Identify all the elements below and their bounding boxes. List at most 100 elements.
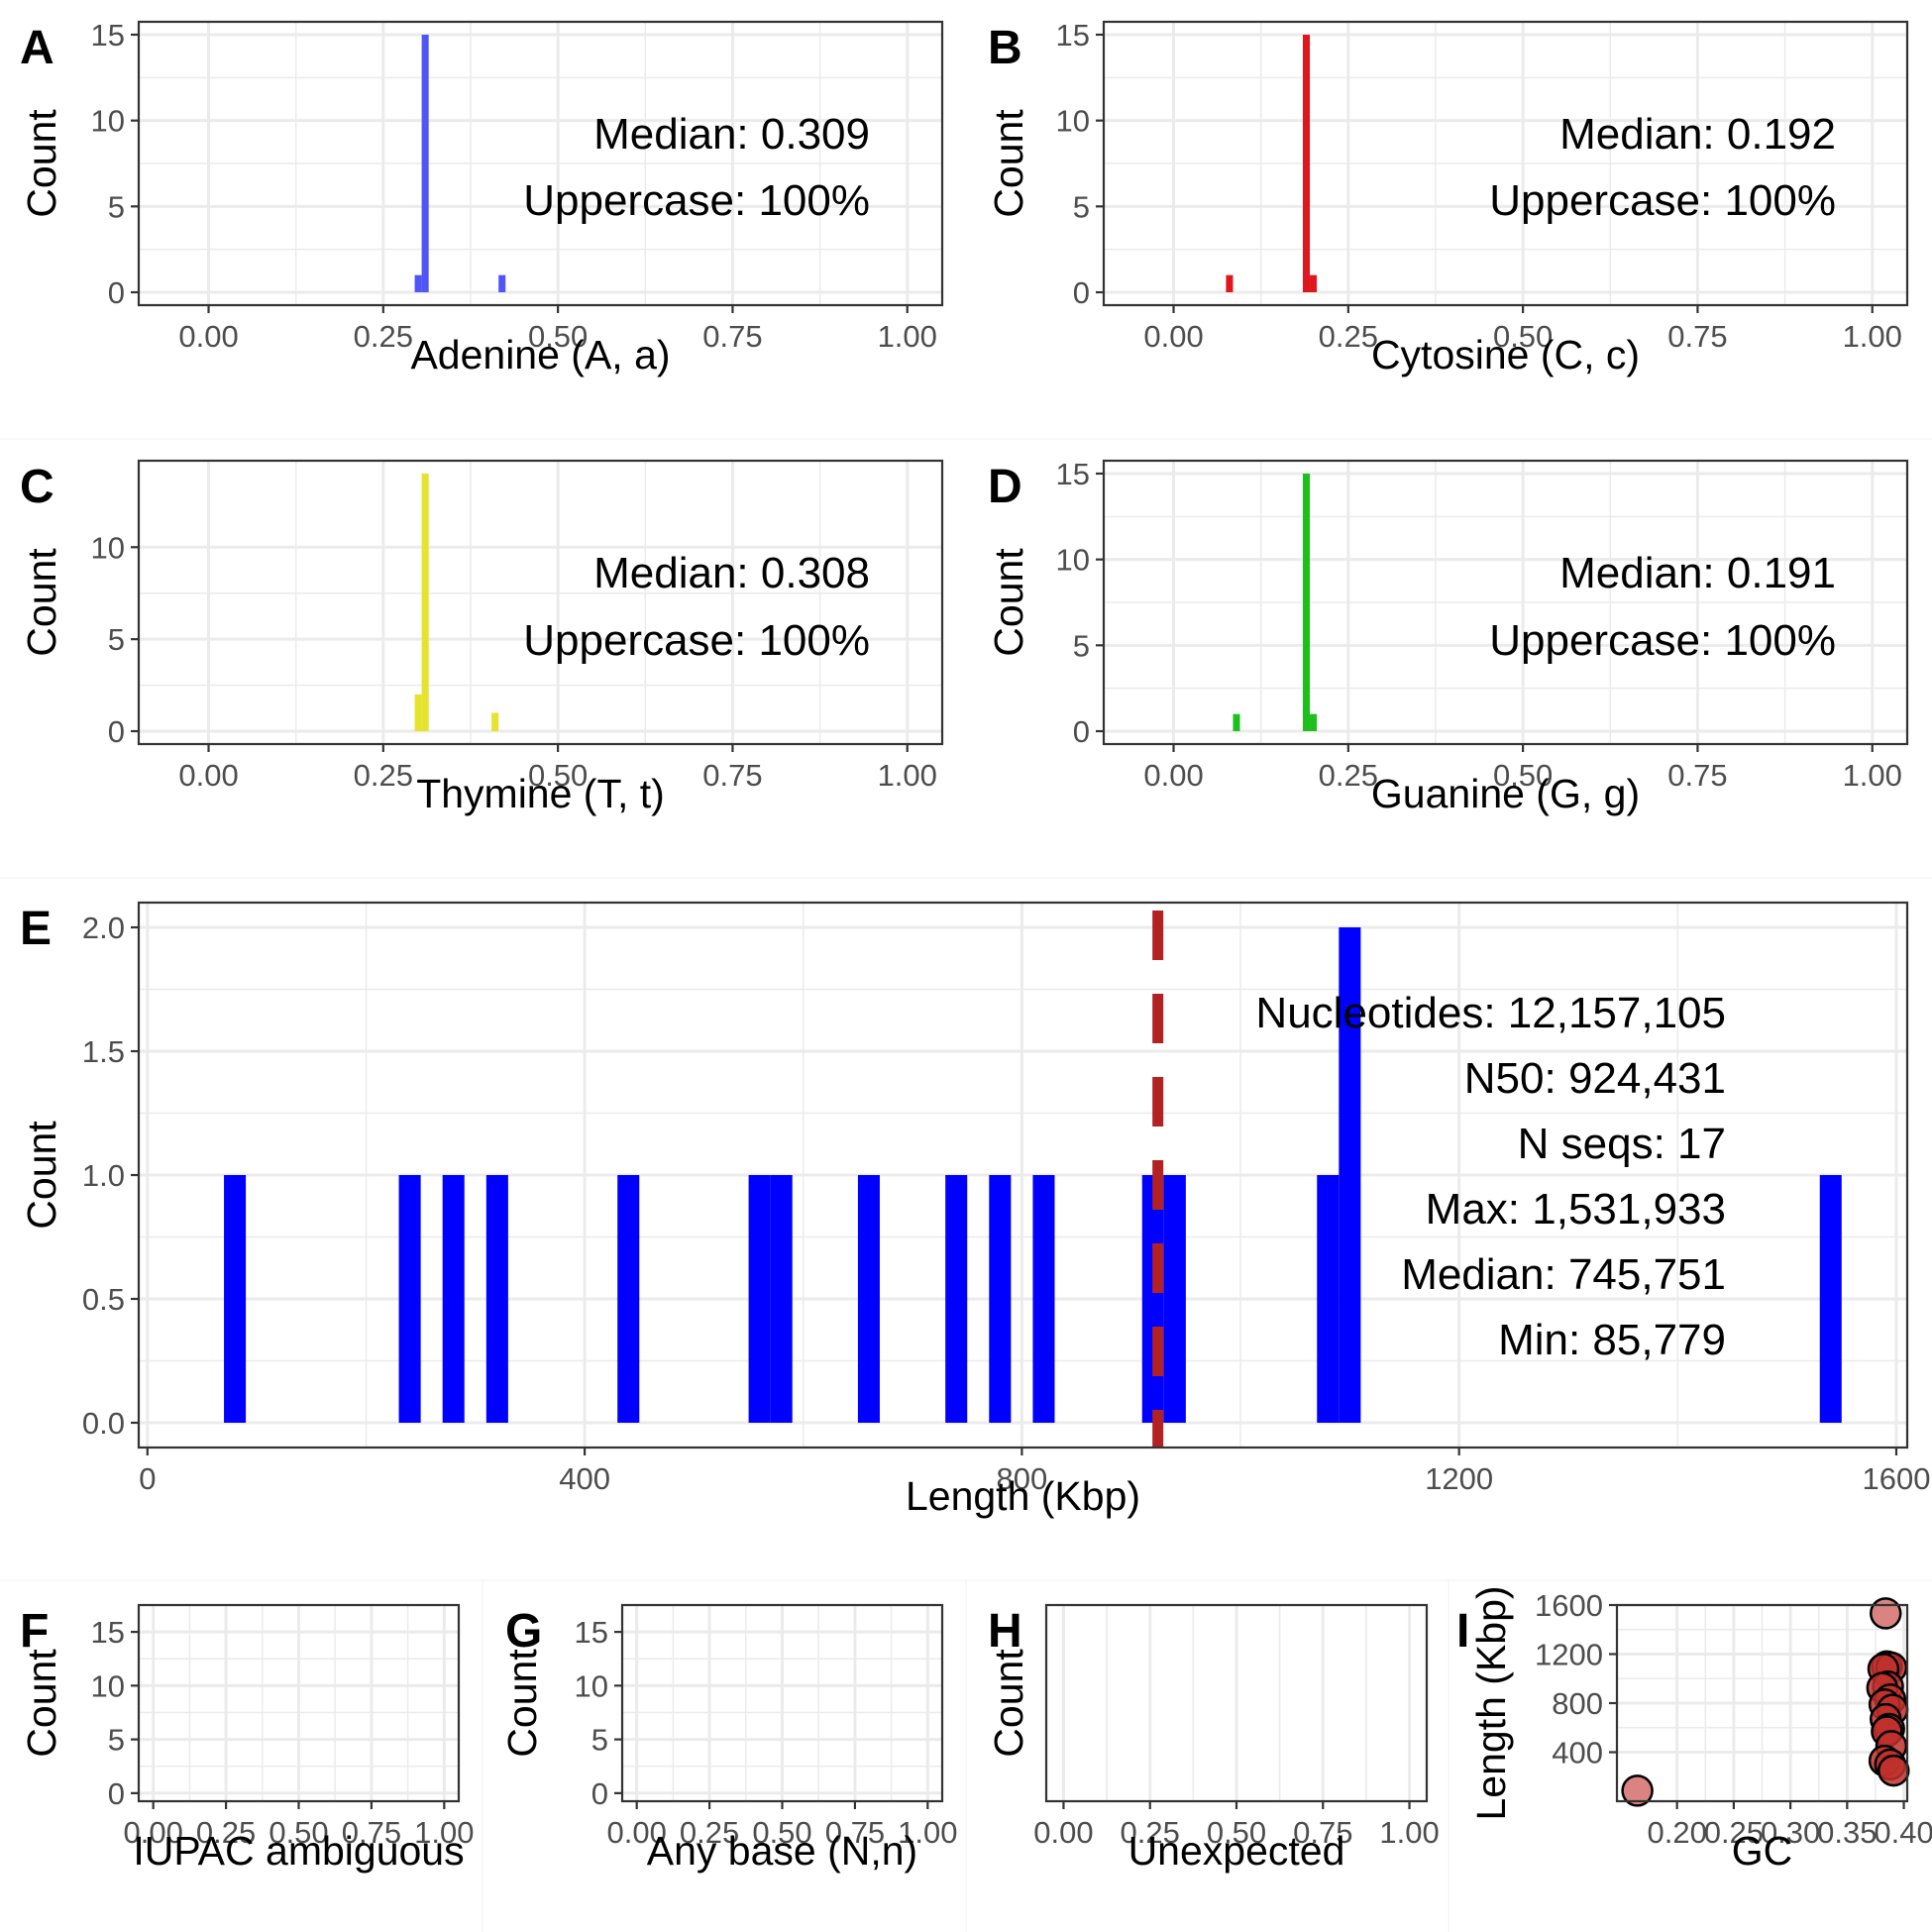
histogram-bar — [617, 1175, 640, 1423]
x-tick-label: 0.75 — [702, 758, 762, 793]
y-tick-label: 5 — [108, 1723, 125, 1758]
annotation-text: Uppercase: 100% — [1489, 176, 1836, 225]
panel-label: A — [20, 22, 54, 74]
y-tick-label: 5 — [1073, 628, 1090, 663]
x-tick-label: 0.25 — [1121, 1815, 1180, 1850]
annotation-text: Median: 0.308 — [593, 549, 870, 597]
gc-length-point — [1870, 1597, 1902, 1630]
y-tick-label: 0.0 — [82, 1406, 125, 1441]
y-axis-title: Length (Kbp) — [1468, 1585, 1514, 1820]
x-axis-title: Guanine (G, g) — [1371, 771, 1640, 816]
x-tick-label: 0.50 — [1493, 758, 1553, 793]
x-axis-title: Cytosine (C, c) — [1371, 332, 1640, 377]
histogram-bar — [491, 712, 499, 731]
panel-c: Median: 0.308 Uppercase: 100% 0.00 0.25 0.50… — [19, 459, 944, 816]
y-axis-title: Count — [19, 548, 64, 657]
panel-g: 0.00 0.25 0.50 0.75 1.00 0 5 10 15 Any base (N,n)… — [499, 1603, 957, 1874]
x-tick-label: 0.00 — [607, 1815, 667, 1850]
annotation-text: Median: 0.192 — [1559, 110, 1836, 159]
y-tick-label: 15 — [91, 1615, 125, 1650]
x-tick-label: 0.35 — [1817, 1815, 1877, 1850]
panel-d: Median: 0.191 Uppercase: 100% 0.00 0.25 0.50… — [986, 457, 1909, 816]
panel-f: 0.00 0.25 0.50 0.75 1.00 0 5 10 15 IUPAC ambiguou… — [19, 1603, 474, 1874]
x-tick-label: 0.50 — [528, 319, 588, 354]
panel-i: 0.200.250.300.350.40 400 800 1200 1600 GC Leng… — [1456, 1585, 1932, 1874]
x-tick-label: 1.00 — [1379, 1815, 1439, 1850]
histogram-bar — [1339, 927, 1361, 1423]
annotation-text: Max: 1,531,933 — [1426, 1185, 1726, 1234]
y-tick-label: 0 — [1073, 275, 1090, 310]
x-tick-label: 0.75 — [1667, 319, 1727, 354]
y-tick-label: 1.0 — [82, 1158, 125, 1193]
x-tick-label: 0.75 — [825, 1815, 885, 1850]
gc-length-point — [1621, 1774, 1654, 1807]
histogram-bar — [770, 1175, 793, 1423]
annotation-text: Uppercase: 100% — [1489, 616, 1836, 665]
annotation-text: Nucleotides: 12,157,105 — [1255, 989, 1726, 1037]
histogram-bar — [421, 35, 429, 292]
y-tick-label: 0 — [591, 1776, 608, 1811]
annotation-text: Uppercase: 100% — [523, 616, 870, 665]
histogram-bar — [989, 1175, 1012, 1423]
y-tick-label: 5 — [591, 1723, 608, 1758]
histogram-bar — [442, 1175, 465, 1423]
panel-border — [137, 20, 944, 307]
x-tick-label: 0.40 — [1874, 1815, 1932, 1850]
histogram-bar — [1163, 1175, 1186, 1423]
histogram-bar — [1226, 274, 1234, 292]
y-tick-label: 800 — [1552, 1686, 1603, 1721]
panel-e: Nucleotides: 12,157,105 N50: 924,431 N seq… — [19, 901, 1930, 1519]
panel-label: C — [20, 461, 54, 513]
x-tick-label: 0.00 — [178, 319, 238, 354]
y-axis-title: Count — [19, 109, 64, 218]
histogram-bar — [1302, 474, 1311, 731]
panel-label: E — [20, 903, 52, 955]
plot-background — [139, 461, 942, 744]
x-tick-label: 400 — [559, 1461, 610, 1496]
x-tick-label: 0.00 — [1033, 1815, 1093, 1850]
gc-length-point — [1878, 1754, 1910, 1787]
histogram-bar — [945, 1175, 968, 1423]
x-axis-title: Length (Kbp) — [906, 1473, 1140, 1519]
histogram-bar — [1310, 713, 1318, 731]
y-axis-title: Count — [499, 1649, 545, 1758]
y-tick-label: 10 — [1056, 104, 1090, 139]
x-axis-title: Thymine (T, t) — [416, 771, 665, 816]
x-tick-label: 0 — [139, 1461, 156, 1496]
y-tick-label: 0 — [108, 714, 125, 749]
histogram-bar — [414, 274, 422, 292]
x-tick-label: 0.50 — [752, 1815, 811, 1850]
y-tick-label: 1200 — [1535, 1638, 1603, 1672]
panel-label: D — [988, 461, 1022, 513]
x-axis-title: IUPAC ambiguous — [133, 1828, 464, 1874]
y-tick-label: 400 — [1552, 1736, 1603, 1771]
y-tick-label: 1600 — [1535, 1588, 1603, 1623]
y-tick-label: 1.5 — [82, 1034, 125, 1069]
x-tick-label: 0.75 — [1293, 1815, 1352, 1850]
y-tick-label: 5 — [108, 622, 125, 657]
x-tick-label: 0.50 — [528, 758, 588, 793]
y-tick-label: 10 — [91, 1668, 125, 1703]
y-tick-label: 2.0 — [82, 911, 125, 945]
x-tick-label: 0.50 — [1493, 319, 1553, 354]
histogram-bar — [398, 1175, 421, 1423]
histogram-bar — [1310, 274, 1318, 292]
histogram-bar — [1317, 1175, 1340, 1423]
x-tick-label: 1200 — [1425, 1461, 1493, 1496]
x-tick-label: 1.00 — [1843, 758, 1902, 793]
y-tick-label: 0 — [1073, 714, 1090, 749]
y-tick-label: 15 — [1056, 457, 1090, 491]
histogram-bar — [414, 694, 422, 731]
x-tick-label: 0.50 — [268, 1815, 328, 1850]
panel-b: Median: 0.192 Uppercase: 100% 0.00 0.25 0.50… — [986, 18, 1909, 377]
panel-border — [1102, 459, 1909, 746]
y-axis-title: Count — [986, 548, 1031, 657]
x-tick-label: 0.50 — [1207, 1815, 1266, 1850]
y-tick-label: 0 — [108, 275, 125, 310]
histogram-bar — [1141, 1175, 1164, 1423]
panel-label: G — [505, 1605, 542, 1658]
x-tick-label: 0.00 — [1143, 758, 1203, 793]
histogram-bar — [1032, 1175, 1055, 1423]
x-axis-title: Any base (N,n) — [647, 1828, 917, 1874]
annotation-text: Median: 0.191 — [1559, 549, 1836, 597]
